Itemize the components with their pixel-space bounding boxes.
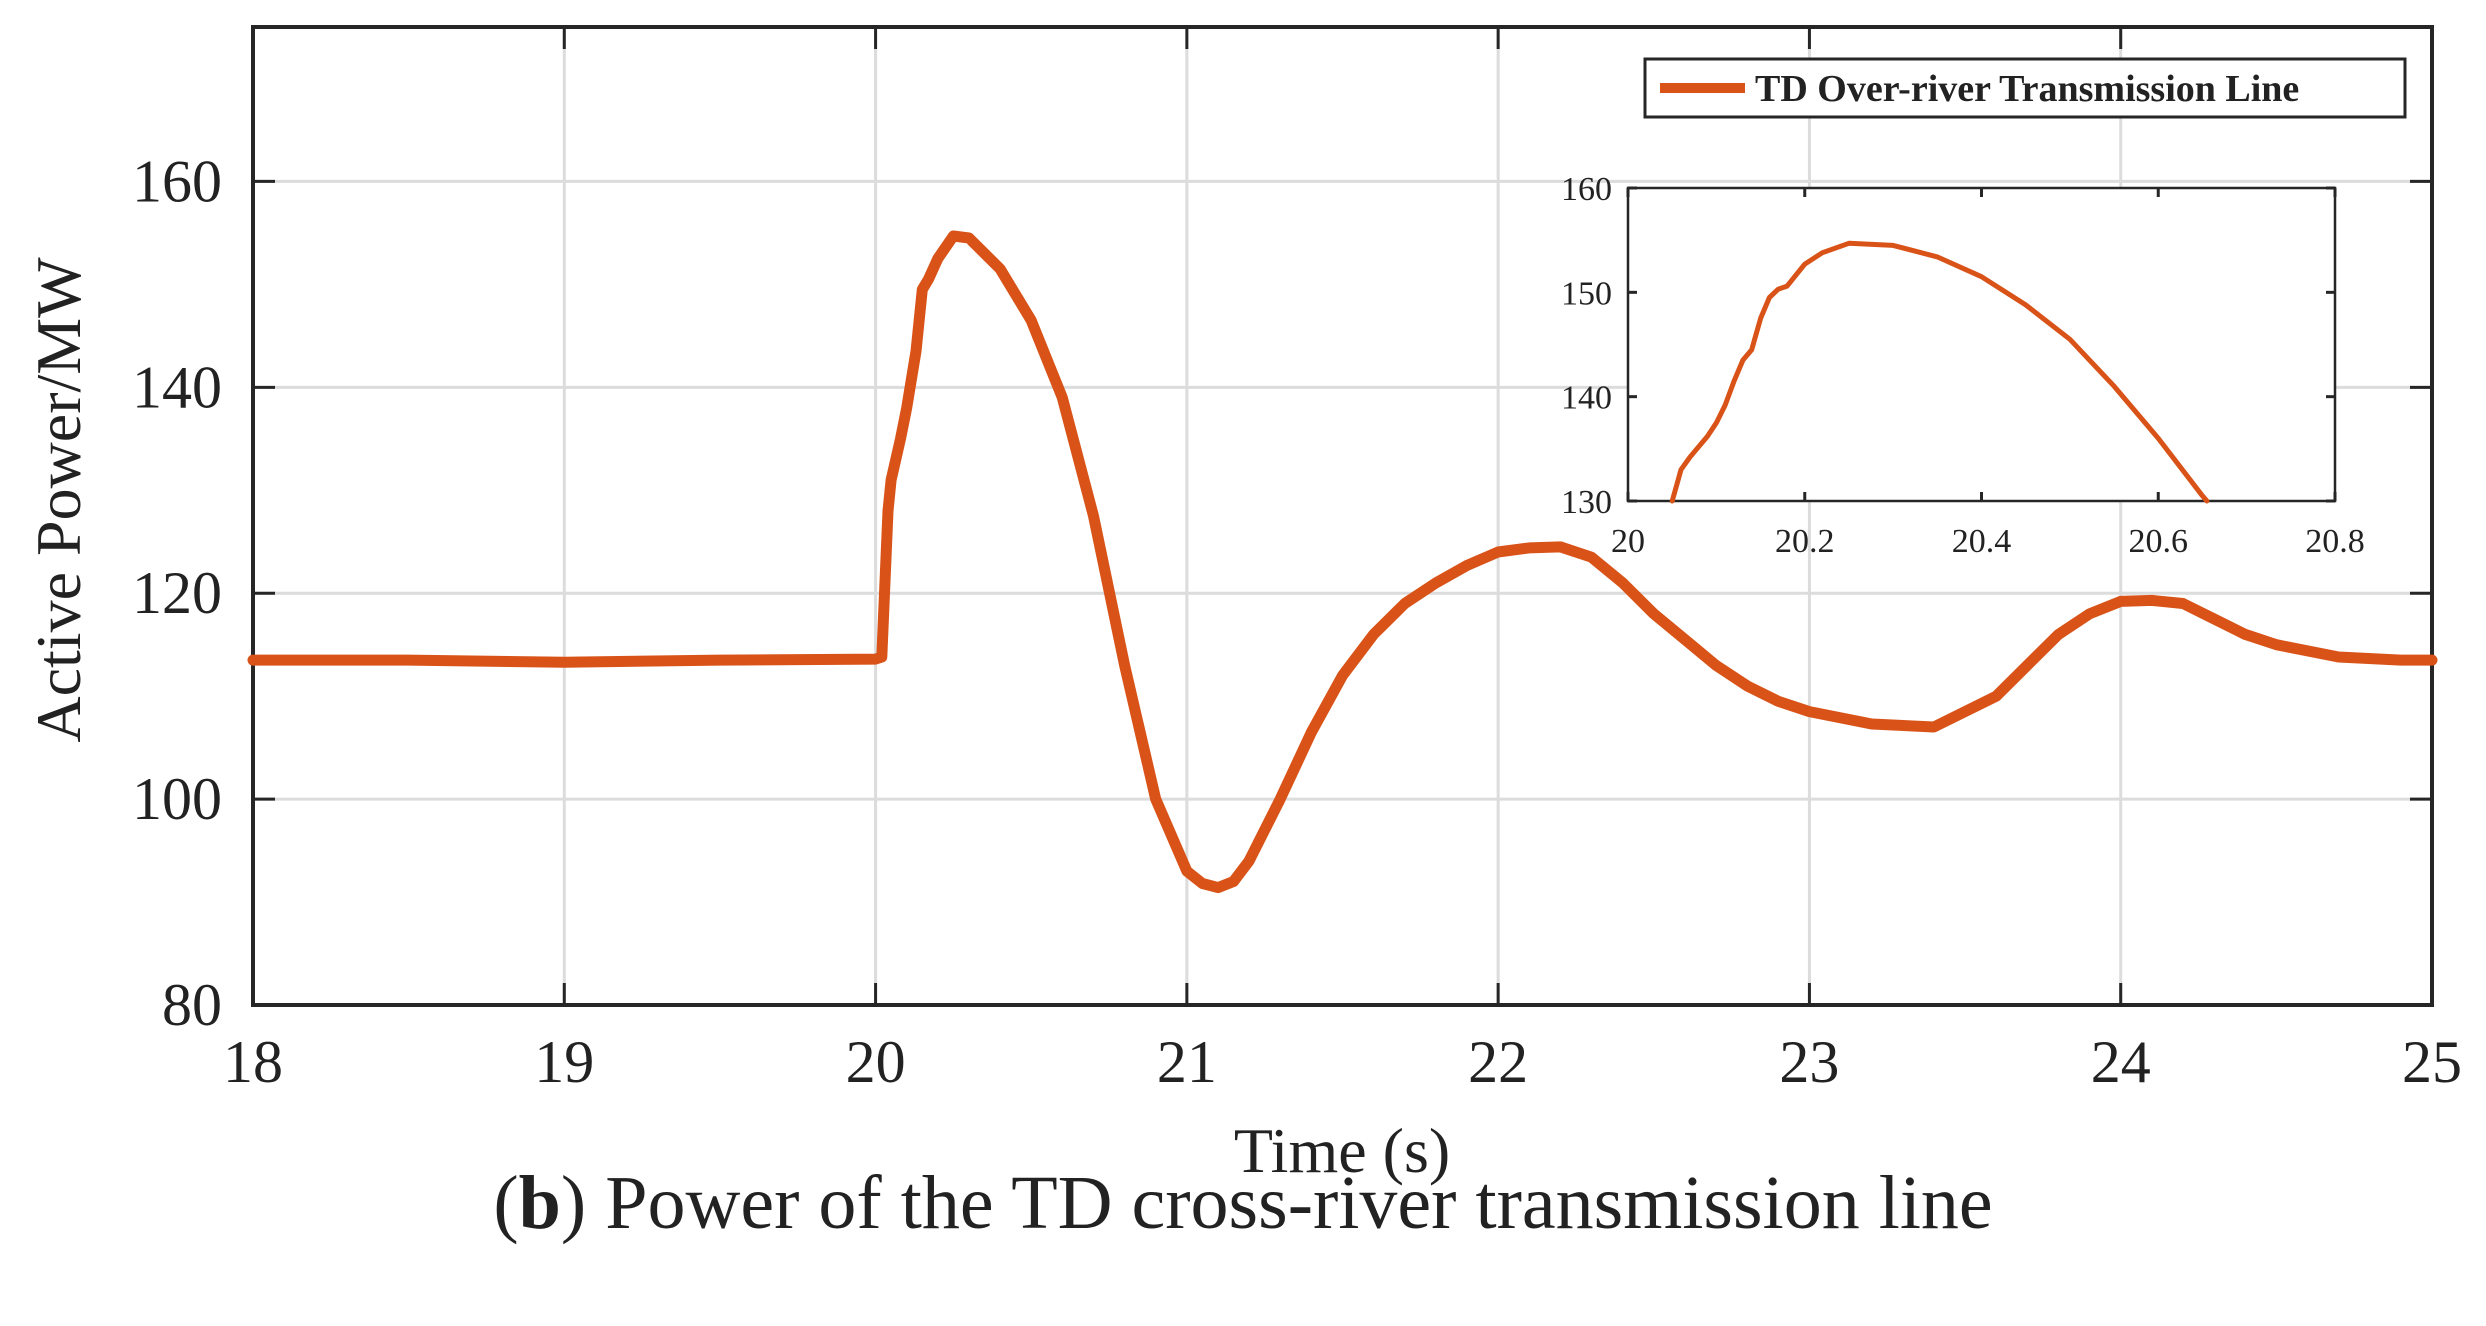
series-line — [247, 230, 2438, 894]
legend: TD Over-river Transmission Line — [1643, 57, 2407, 119]
main-grid — [251, 27, 2434, 1007]
x-tick-label: 23 — [1779, 1029, 1839, 1095]
inset-y-tick-label: 160 — [1561, 171, 1612, 208]
inset-axes-box — [1626, 186, 2337, 503]
inset-x-tick-label: 20 — [1611, 523, 1645, 560]
inset-y-tick-labels: 130 140 150 160 — [1561, 171, 1612, 521]
y-tick-label: 80 — [162, 972, 222, 1038]
main-y-tick-labels: 80 100 120 140 160 — [132, 148, 222, 1038]
inset-series-line — [1669, 240, 2210, 504]
x-tick-label: 24 — [2091, 1029, 2151, 1095]
inset-x-tick-label: 20.8 — [2305, 523, 2365, 560]
main-ticks — [251, 27, 2434, 1007]
caption-text: Power of the TD cross-river transmission… — [605, 1161, 1993, 1245]
y-axis-label: Active Power/MW — [23, 257, 94, 743]
inset-x-tick-labels: 20 20.2 20.4 20.6 20.8 — [1611, 523, 2365, 560]
inset-y-tick-label: 130 — [1561, 484, 1612, 521]
x-tick-label: 20 — [846, 1029, 906, 1095]
x-tick-label: 22 — [1468, 1029, 1528, 1095]
x-tick-label: 21 — [1157, 1029, 1217, 1095]
y-tick-label: 100 — [132, 766, 222, 832]
caption-letter: b — [518, 1161, 561, 1245]
y-tick-label: 160 — [132, 148, 222, 214]
x-axis-label: Time (s) — [1234, 1115, 1450, 1186]
x-tick-label: 19 — [534, 1029, 594, 1095]
inset-x-tick-label: 20.4 — [1952, 523, 2012, 560]
y-tick-label: 140 — [132, 354, 222, 420]
main-axes-box — [251, 25, 2434, 1007]
inset-x-tick-label: 20.2 — [1775, 523, 1835, 560]
y-tick-label: 120 — [132, 560, 222, 626]
x-tick-label: 25 — [2402, 1029, 2462, 1095]
inset-ticks — [1626, 186, 2337, 503]
legend-box — [1643, 57, 2407, 119]
inset-y-tick-label: 140 — [1561, 380, 1612, 417]
inset-y-tick-label: 150 — [1561, 275, 1612, 312]
legend-label: TD Over-river Transmission Line — [1755, 68, 2299, 110]
figure-caption: (b) Power of the TD cross-river transmis… — [493, 1161, 1993, 1245]
main-x-tick-labels: 18 19 20 21 22 23 24 25 — [223, 1029, 2462, 1095]
inset-x-tick-label: 20.6 — [2129, 523, 2189, 560]
x-tick-label: 18 — [223, 1029, 283, 1095]
